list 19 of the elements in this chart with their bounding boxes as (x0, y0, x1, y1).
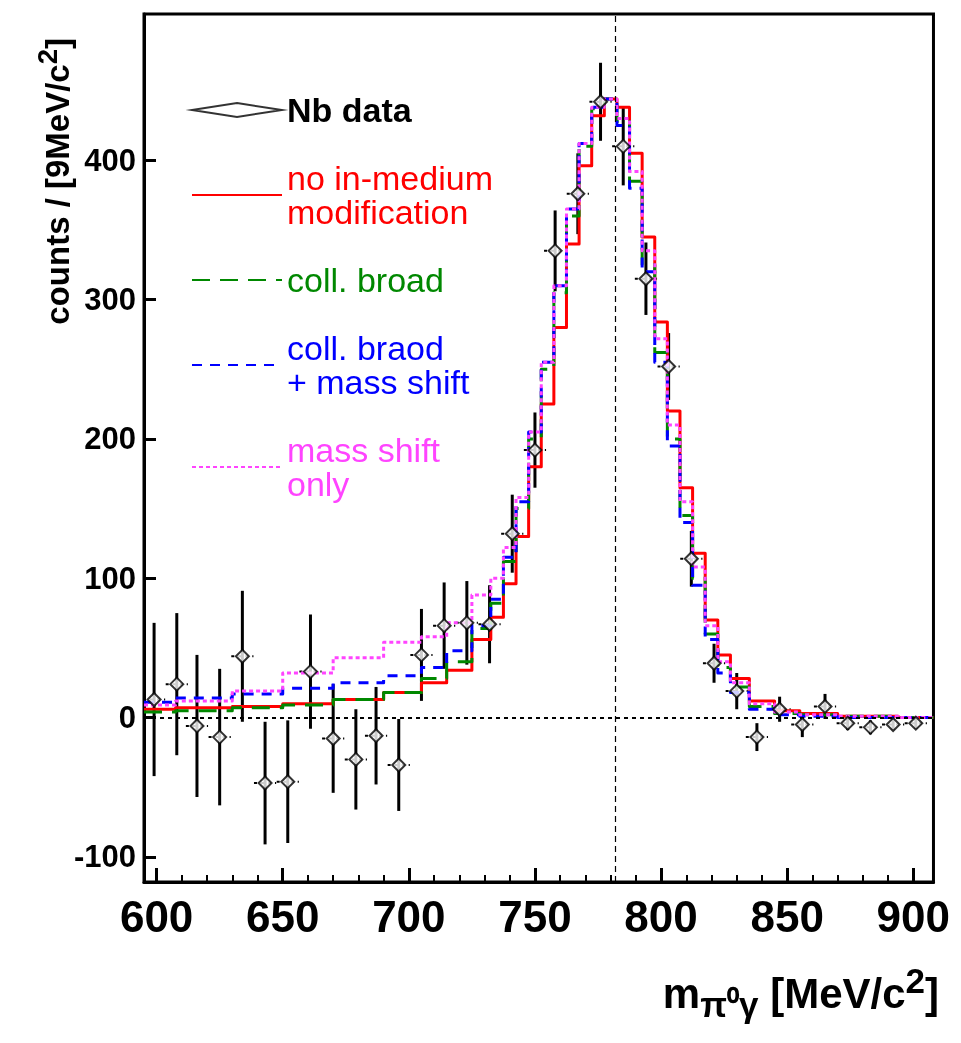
legend-label: coll. broad (287, 261, 444, 299)
legend-label: mass shift only (287, 431, 441, 503)
x-tick-label: 600 (119, 891, 194, 941)
x-tick-label: 700 (372, 891, 446, 941)
x-axis-title: m$_{π⁰γ}$ [MeV/c$^{2}$] (662, 960, 939, 1027)
legend-label: Nb data (287, 91, 413, 129)
x-tick-label: 850 (750, 891, 824, 941)
y-tick-label: 400 (84, 142, 136, 178)
x-tick-label: 800 (624, 891, 698, 941)
y-tick-label: 100 (84, 560, 136, 596)
x-tick-label: 750 (498, 891, 572, 941)
y-tick-label: -100 (73, 839, 136, 875)
x-tick-label: 650 (246, 891, 320, 941)
y-tick-label: 0 (118, 700, 136, 736)
y-tick-label: 200 (84, 421, 136, 457)
legend-label: coll. braod + mass shift (287, 329, 470, 401)
x-tick-label: 900 (876, 891, 950, 941)
legend-label: no in-medium modification (287, 159, 493, 231)
y-tick-label: 300 (84, 282, 136, 318)
